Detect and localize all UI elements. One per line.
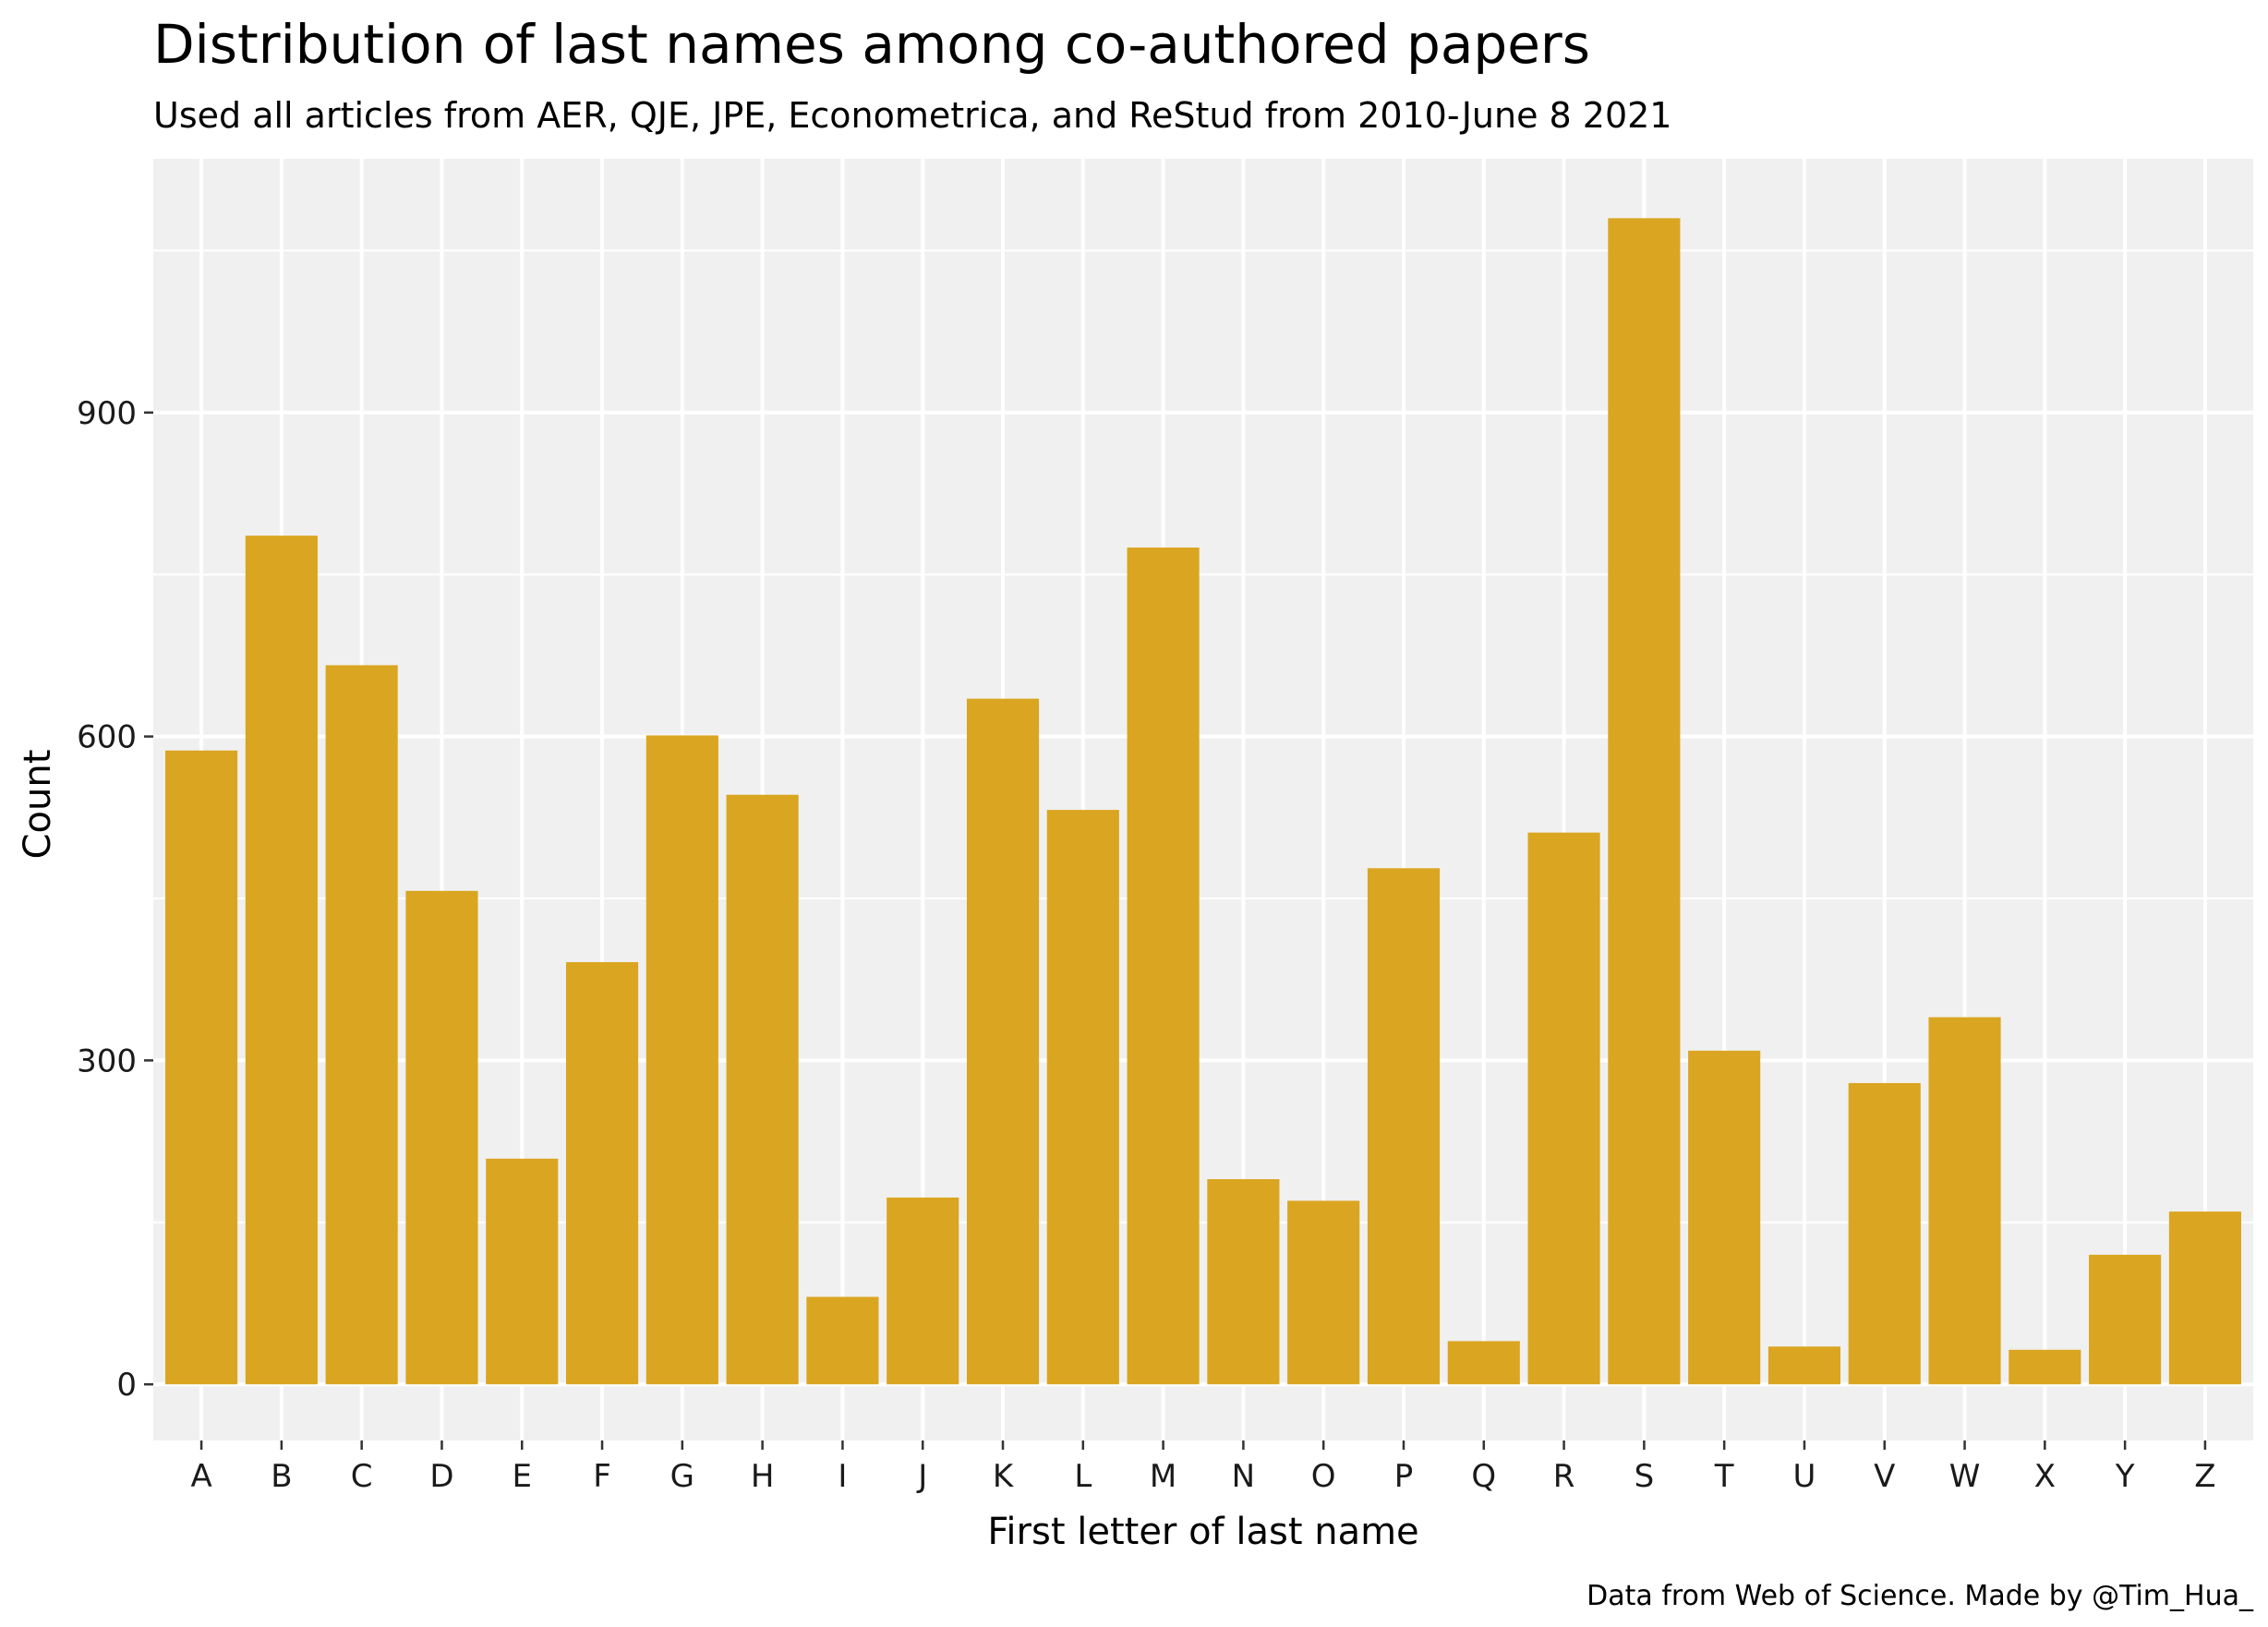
bar-O [1287, 1200, 1360, 1385]
bar-I [806, 1296, 879, 1385]
bar-Y [2089, 1254, 2162, 1385]
x-tick-label: L [1074, 1458, 1092, 1495]
bar-S [1608, 218, 1681, 1385]
x-tick-label: M [1150, 1458, 1176, 1495]
x-tick-label: U [1793, 1458, 1816, 1495]
bar-G [645, 735, 718, 1385]
x-tick-label: N [1232, 1458, 1255, 1495]
bar-L [1046, 810, 1119, 1385]
x-tick-label: J [916, 1458, 927, 1495]
x-tick-label: T [1714, 1458, 1734, 1495]
x-tick-label: B [271, 1458, 292, 1495]
x-tick-label: W [1949, 1458, 1981, 1495]
x-tick-label: A [190, 1458, 211, 1495]
x-axis-title: First letter of last name [987, 1511, 1418, 1553]
chart-caption: Data from Web of Science. Made by @Tim_H… [1586, 1580, 2254, 1612]
y-tick-label: 300 [77, 1042, 137, 1079]
bar-C [325, 665, 398, 1385]
x-tick-label: V [1874, 1458, 1895, 1495]
bar-N [1207, 1179, 1280, 1385]
x-tick-label: R [1553, 1458, 1575, 1495]
x-tick-label: D [429, 1458, 453, 1495]
bar-A [165, 750, 238, 1385]
x-tick-label: F [593, 1458, 611, 1495]
x-tick-label: H [751, 1458, 775, 1495]
bar-E [486, 1158, 559, 1385]
x-tick-label: Q [1471, 1458, 1496, 1495]
x-tick-label: X [2034, 1458, 2056, 1495]
y-tick-label: 900 [77, 395, 137, 432]
bar-B [245, 536, 318, 1385]
bars [165, 218, 2241, 1385]
bar-V [1848, 1082, 1921, 1385]
x-tick-label: C [351, 1458, 373, 1495]
chart-subtitle: Used all articles from AER, QJE, JPE, Ec… [153, 95, 1671, 136]
x-tick-label: G [670, 1458, 694, 1495]
bar-M [1127, 547, 1200, 1385]
x-tick-label: O [1311, 1458, 1336, 1495]
x-tick-label: Z [2194, 1458, 2215, 1495]
bar-X [2009, 1349, 2081, 1385]
bar-F [565, 961, 639, 1385]
x-tick-label: P [1394, 1458, 1414, 1495]
bar-T [1688, 1050, 1761, 1385]
bar-K [966, 698, 1040, 1385]
bar-W [1928, 1017, 2001, 1385]
y-axis-title: Count [17, 750, 59, 860]
bar-U [1767, 1346, 1841, 1385]
bar-P [1367, 868, 1441, 1385]
bar-H [726, 794, 799, 1385]
x-axis-ticks: A B C D E F G H I J K L M N O P Q R S T U V W X Y Z [190, 1440, 2216, 1495]
y-axis-ticks: 0 300 600 900 [77, 395, 153, 1404]
x-tick-label: I [838, 1458, 847, 1495]
x-tick-label: E [513, 1458, 532, 1495]
bar-R [1527, 832, 1600, 1385]
x-tick-label: S [1635, 1458, 1655, 1495]
y-tick-label: 600 [77, 719, 137, 756]
x-tick-label: Y [2115, 1458, 2135, 1495]
y-tick-label: 0 [116, 1367, 137, 1404]
bar-Z [2168, 1211, 2241, 1385]
bar-Q [1447, 1341, 1520, 1385]
bar-D [405, 890, 478, 1385]
bar-J [887, 1197, 959, 1385]
chart-title: Distribution of last names among co-auth… [153, 13, 1590, 76]
x-tick-label: K [993, 1458, 1015, 1495]
